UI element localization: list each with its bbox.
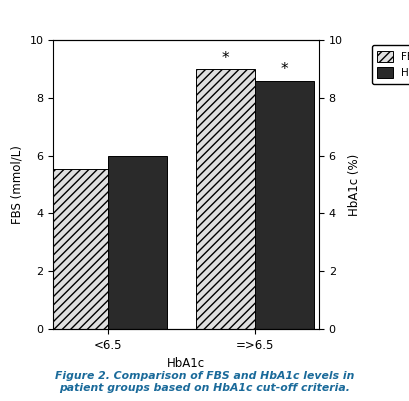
Text: *: *	[222, 51, 229, 65]
Bar	[108, 156, 167, 329]
Y-axis label: HbA1c (%): HbA1c (%)	[348, 153, 361, 216]
Legend: FBS, HbA1c: FBS, HbA1c	[372, 45, 409, 84]
Bar	[255, 81, 314, 329]
X-axis label: HbA1c: HbA1c	[167, 357, 205, 370]
Text: *: *	[281, 62, 288, 77]
Bar	[196, 69, 255, 329]
Bar	[49, 168, 108, 329]
Text: Figure 2. Comparison of FBS and HbA1c levels in
patient groups based on HbA1c cu: Figure 2. Comparison of FBS and HbA1c le…	[55, 371, 354, 393]
Y-axis label: FBS (mmol/L): FBS (mmol/L)	[11, 145, 24, 224]
